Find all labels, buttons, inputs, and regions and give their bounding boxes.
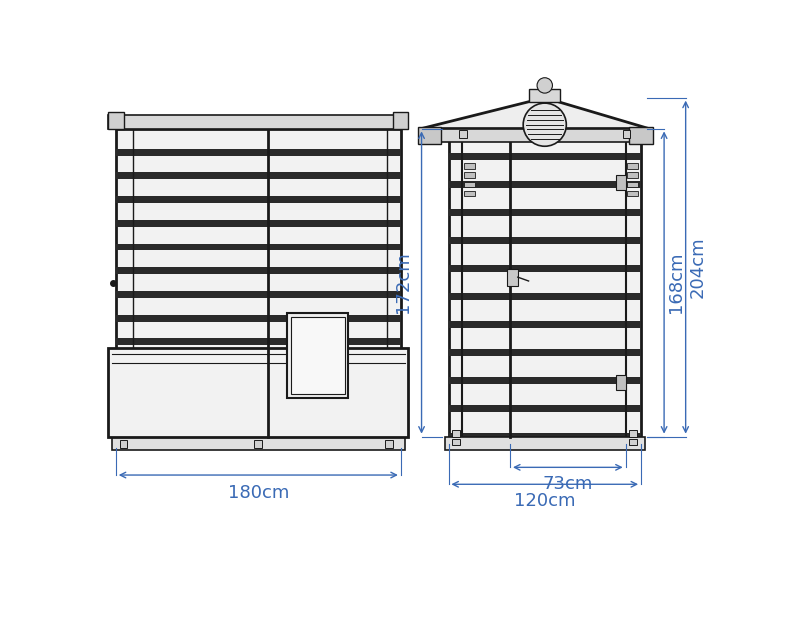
Bar — [449, 293, 641, 300]
Bar — [116, 267, 401, 274]
Bar — [422, 129, 649, 142]
Text: 168cm: 168cm — [667, 252, 685, 313]
Bar — [116, 244, 401, 251]
Bar — [507, 269, 518, 285]
Bar — [120, 440, 127, 448]
Bar — [449, 181, 641, 188]
Bar — [630, 439, 637, 445]
Bar — [627, 163, 638, 169]
Bar — [116, 220, 401, 227]
Bar — [627, 191, 638, 197]
Polygon shape — [422, 98, 649, 129]
Bar — [112, 437, 405, 450]
Bar — [464, 172, 474, 178]
Bar — [108, 111, 123, 129]
Circle shape — [523, 103, 566, 146]
Bar — [116, 362, 401, 369]
Bar — [464, 163, 474, 169]
Bar — [449, 209, 641, 216]
Bar — [116, 129, 401, 437]
Bar — [254, 440, 262, 448]
Bar — [622, 130, 630, 138]
Bar — [530, 88, 560, 103]
Bar — [393, 111, 409, 129]
Bar — [116, 338, 401, 345]
Bar — [116, 172, 401, 179]
Bar — [449, 265, 641, 272]
Bar — [290, 317, 345, 394]
Bar — [108, 114, 409, 129]
Text: 180cm: 180cm — [228, 485, 289, 503]
Bar — [449, 377, 641, 384]
Bar — [287, 313, 349, 398]
Bar — [116, 433, 401, 440]
Bar — [449, 153, 641, 160]
Circle shape — [537, 78, 553, 93]
Bar — [452, 430, 460, 437]
Text: 172cm: 172cm — [394, 252, 412, 313]
Bar — [464, 191, 474, 197]
Bar — [116, 409, 401, 416]
Bar — [116, 291, 401, 298]
Bar — [445, 437, 645, 450]
Text: 73cm: 73cm — [542, 475, 593, 493]
Bar — [449, 405, 641, 412]
Bar — [116, 386, 401, 392]
Bar — [452, 439, 460, 445]
Bar — [616, 375, 626, 391]
Bar — [449, 129, 641, 437]
Bar — [627, 182, 638, 187]
Bar — [116, 315, 401, 322]
Bar — [449, 433, 641, 440]
Bar — [464, 182, 474, 187]
Text: 120cm: 120cm — [514, 492, 575, 510]
Text: 204cm: 204cm — [689, 236, 706, 298]
Bar — [616, 175, 626, 190]
Bar — [108, 348, 409, 437]
Bar — [459, 130, 467, 138]
Bar — [627, 172, 638, 178]
Bar — [449, 349, 641, 356]
Bar — [418, 127, 441, 144]
Bar — [630, 127, 653, 144]
Bar — [449, 321, 641, 328]
Bar — [116, 149, 401, 156]
Bar — [449, 237, 641, 244]
Bar — [386, 440, 393, 448]
Bar — [630, 430, 637, 437]
Bar — [116, 196, 401, 203]
